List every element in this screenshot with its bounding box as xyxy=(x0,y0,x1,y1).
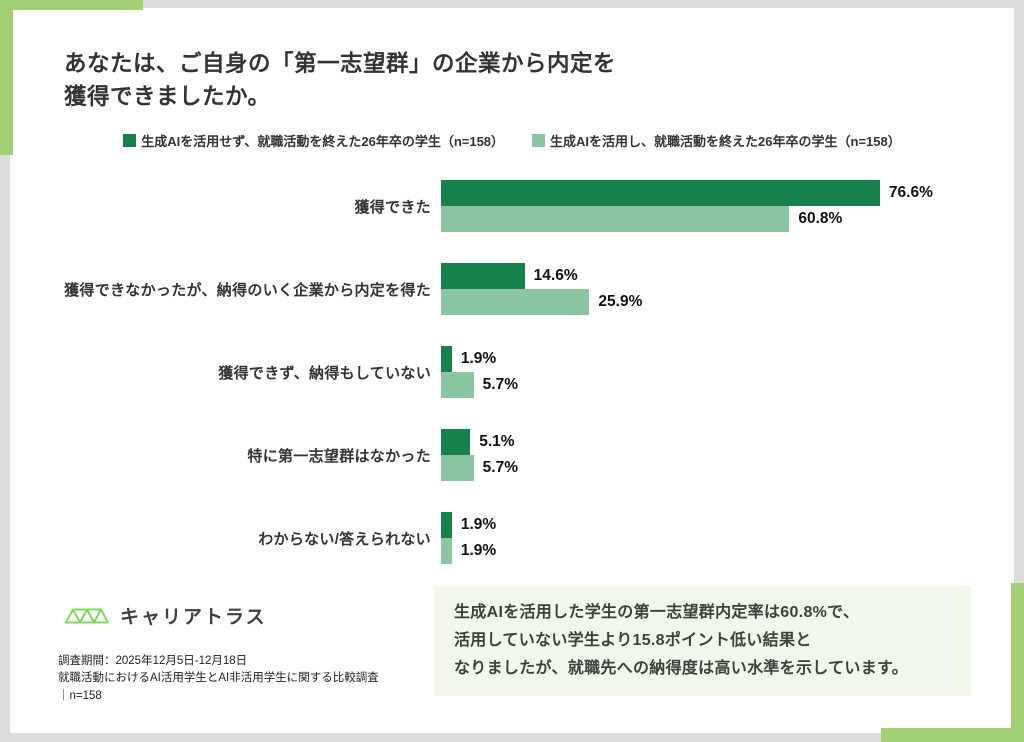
bar-ai xyxy=(441,372,474,399)
bar-line: 5.7% xyxy=(441,372,518,399)
page-title-line2: 獲得できましたか。 xyxy=(64,83,271,109)
category-label: 獲得できず、納得もしていない xyxy=(218,364,431,382)
chart-row: 獲得できた 76.6% 60.8% xyxy=(10,180,1014,233)
bar-line: 25.9% xyxy=(441,289,643,316)
insight-text: 生成AIを活用した学生の第一志望群内定率は60.8%で、 活用していない学生より… xyxy=(454,599,971,683)
bar-ai xyxy=(441,206,790,233)
bar-value-label: 5.1% xyxy=(479,433,515,451)
bar-value-label: 1.9% xyxy=(460,350,497,368)
bar-ai xyxy=(441,289,590,316)
corner-accent-top-left-horizontal xyxy=(0,0,143,10)
bar-no-ai xyxy=(441,180,880,207)
survey-footnote: 調査期間：2025年12月5日-12月18日 就職活動におけるAI活用学生とAI… xyxy=(58,653,379,705)
survey-name: 就職活動におけるAI活用学生とAI非活用学生に関する比較調査 xyxy=(58,672,379,685)
bar-no-ai xyxy=(441,512,452,539)
corner-accent-bottom-right-horizontal xyxy=(881,728,1024,742)
logo-text: キャリアトラス xyxy=(120,607,267,628)
corner-accent-top-left-vertical xyxy=(0,0,13,155)
bar-pair: 5.1% 5.7% xyxy=(441,429,518,482)
bar-line: 76.6% xyxy=(441,180,933,207)
chart-row: 特に第一志望群はなかった 5.1% 5.7% xyxy=(10,429,1014,482)
bar-chart: 獲得できた 76.6% 60.8% 獲得できなかったが、納得のいく企業から内定を得た 1… xyxy=(10,180,1014,565)
page-title-line1: あなたは、ご自身の「第一志望群」の企業から内定を xyxy=(64,51,617,76)
bar-line: 5.7% xyxy=(441,455,518,482)
bar-no-ai xyxy=(441,346,452,373)
legend-item-no-ai: 生成AIを活用せず、就職活動を終えた26年卒の学生（n=158） xyxy=(123,131,504,150)
legend-label: 生成AIを活用せず、就職活動を終えた26年卒の学生（n=158） xyxy=(141,134,505,150)
insight-box: 生成AIを活用した学生の第一志望群内定率は60.8%で、 活用していない学生より… xyxy=(434,586,971,696)
bar-line: 14.6% xyxy=(441,263,642,290)
legend-label: 生成AIを活用し、就職活動を終えた26年卒の学生（n=158） xyxy=(550,134,901,150)
chart-row: 獲得できなかったが、納得のいく企業から内定を得た 14.6% 25.9% xyxy=(10,263,1014,316)
bar-value-label: 25.9% xyxy=(598,293,643,311)
slide-card: あなたは、ご自身の「第一志望群」の企業から内定を 獲得できましたか。 生成AIを… xyxy=(10,8,1014,733)
bar-value-label: 60.8% xyxy=(798,210,843,228)
bar-line: 1.9% xyxy=(441,346,518,373)
bar-ai xyxy=(441,538,452,565)
survey-sample-size: ｜n=158 xyxy=(58,689,102,702)
legend-swatch-dark-green xyxy=(123,134,137,148)
bar-line: 5.1% xyxy=(441,429,518,456)
chart-row: わからない/答えられない 1.9% 1.9% xyxy=(10,512,1014,565)
insight-line3: なりましたが、就職先への納得度は高い水準を示しています。 xyxy=(454,660,909,677)
legend-swatch-light-green xyxy=(532,134,546,148)
bar-ai xyxy=(441,455,474,482)
insight-line2: 活用していない学生より15.8ポイント低い結果と xyxy=(454,632,812,649)
bar-pair: 76.6% 60.8% xyxy=(441,180,933,233)
bar-pair: 1.9% 1.9% xyxy=(441,512,497,565)
bar-value-label: 5.7% xyxy=(482,376,518,394)
page-title: あなたは、ご自身の「第一志望群」の企業から内定を 獲得できましたか。 xyxy=(64,48,1014,113)
bar-value-label: 1.9% xyxy=(460,516,497,534)
bar-pair: 1.9% 5.7% xyxy=(441,346,518,399)
category-label: わからない/答えられない xyxy=(258,530,431,548)
bar-pair: 14.6% 25.9% xyxy=(441,263,643,316)
corner-accent-bottom-right-vertical xyxy=(1011,583,1024,742)
logo: キャリアトラス xyxy=(64,602,267,629)
bar-no-ai xyxy=(441,429,471,456)
bar-line: 1.9% xyxy=(441,538,497,565)
category-label: 獲得できた xyxy=(354,198,431,216)
legend-item-ai: 生成AIを活用し、就職活動を終えた26年卒の学生（n=158） xyxy=(532,131,901,150)
bar-line: 60.8% xyxy=(441,206,933,233)
bar-value-label: 14.6% xyxy=(533,267,578,285)
bar-no-ai xyxy=(441,263,525,290)
bar-value-label: 76.6% xyxy=(888,184,933,202)
survey-period: 調査期間：2025年12月5日-12月18日 xyxy=(58,655,248,667)
bar-value-label: 1.9% xyxy=(460,542,497,560)
insight-line1: 生成AIを活用した学生の第一志望群内定率は60.8%で、 xyxy=(454,604,860,621)
bar-line: 1.9% xyxy=(441,512,497,539)
chart-row: 獲得できず、納得もしていない 1.9% 5.7% xyxy=(10,346,1014,399)
category-label: 特に第一志望群はなかった xyxy=(247,447,431,465)
bar-value-label: 5.7% xyxy=(482,459,518,477)
career-truss-logo-icon xyxy=(65,608,109,623)
category-label: 獲得できなかったが、納得のいく企業から内定を得た xyxy=(64,281,431,299)
chart-legend: 生成AIを活用せず、就職活動を終えた26年卒の学生（n=158） 生成AIを活用… xyxy=(10,131,1014,150)
